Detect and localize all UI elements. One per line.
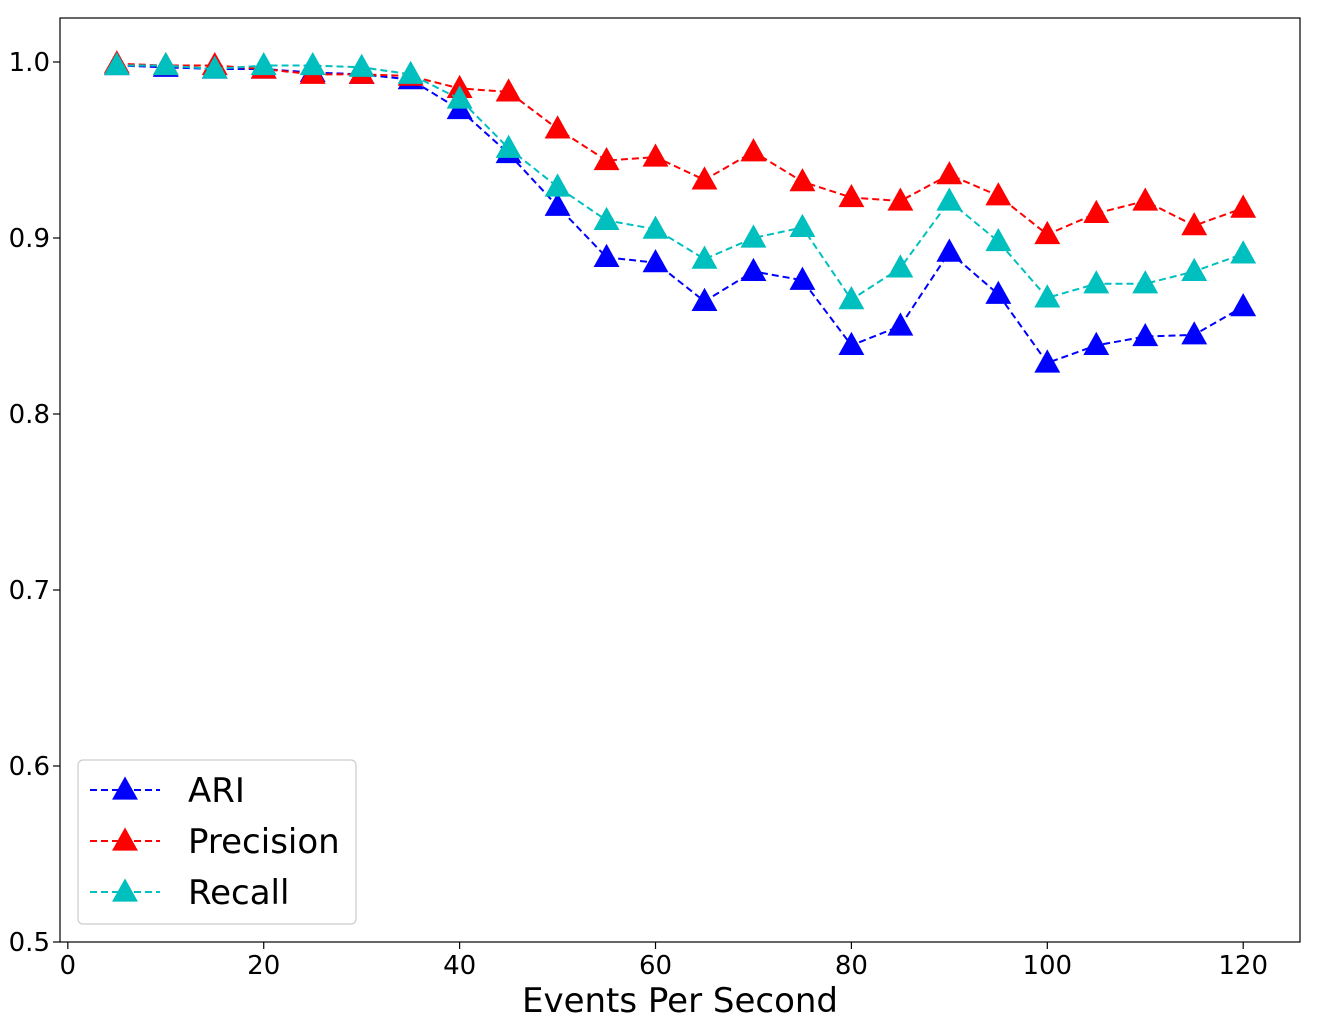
- data-point-recall: [740, 224, 767, 248]
- data-point-precision: [1034, 220, 1061, 245]
- data-point-recall: [936, 187, 963, 211]
- series-line-precision: [116, 62, 1244, 236]
- data-point-recall: [642, 215, 669, 239]
- series-line-recall: [116, 64, 1244, 301]
- data-point-recall: [1083, 270, 1110, 294]
- data-point-ari: [936, 238, 963, 262]
- x-tick-label: 120: [1218, 951, 1268, 981]
- data-point-precision: [1083, 199, 1110, 223]
- data-point-ari: [544, 192, 571, 216]
- data-point-ari: [1083, 331, 1110, 355]
- data-point-precision: [838, 183, 865, 208]
- data-point-recall: [838, 286, 865, 310]
- data-point-recall: [397, 60, 424, 84]
- axes: 0 20 40 60 80 100 120 0.5 0.6 0.7 0.8 0.9 1.0: [9, 17, 1301, 981]
- data-point-recall: [887, 254, 914, 278]
- data-point-ari: [1181, 321, 1208, 345]
- data-point-recall: [985, 227, 1012, 252]
- data-point-ari: [642, 249, 669, 273]
- data-point-recall: [348, 53, 375, 77]
- data-point-recall: [593, 206, 620, 231]
- data-point-precision: [593, 146, 620, 171]
- data-point-precision: [1230, 194, 1257, 218]
- data-point-recall: [201, 55, 228, 79]
- legend-label-precision: Precision: [188, 822, 340, 862]
- data-point-recall: [691, 245, 718, 269]
- plot-area: [103, 50, 1257, 373]
- y-tick-label: 0.9: [9, 224, 50, 254]
- data-point-recall: [103, 51, 130, 76]
- data-point-recall: [250, 51, 277, 76]
- y-tick-label: 0.6: [9, 752, 50, 782]
- legend-box: [77, 759, 357, 925]
- x-axis-label: Events Per Second: [522, 981, 838, 1021]
- data-point-precision: [740, 138, 767, 162]
- data-point-precision: [1181, 212, 1208, 236]
- data-point-precision: [887, 187, 914, 211]
- x-tick-label: 40: [443, 951, 476, 981]
- data-point-recall: [1230, 240, 1257, 264]
- data-point-ari: [887, 312, 914, 336]
- data-point-ari: [593, 243, 620, 267]
- data-point-recall: [446, 85, 473, 109]
- x-tick-label: 0: [60, 951, 77, 981]
- x-tick-label: 60: [639, 951, 672, 981]
- data-point-recall: [299, 51, 326, 76]
- data-point-ari: [691, 287, 718, 311]
- series-line-ari: [116, 64, 1244, 365]
- data-point-ari: [838, 331, 865, 355]
- data-point-recall: [495, 134, 522, 158]
- data-point-ari: [740, 257, 767, 282]
- data-point-recall: [544, 173, 571, 197]
- data-point-precision: [789, 168, 816, 192]
- y-tick-label: 1.0: [9, 48, 50, 78]
- data-point-precision: [495, 78, 522, 102]
- data-point-precision: [691, 166, 718, 190]
- data-point-ari: [1132, 322, 1159, 347]
- y-tick-label: 0.7: [9, 576, 50, 606]
- x-tick-label: 20: [247, 951, 280, 981]
- y-tick-label: 0.8: [9, 400, 50, 430]
- data-point-ari: [1230, 293, 1257, 317]
- data-point-ari: [1034, 349, 1061, 373]
- data-point-precision: [985, 182, 1012, 206]
- data-point-precision: [1132, 187, 1159, 211]
- x-tick-label: 100: [1022, 951, 1072, 981]
- x-tick-label: 80: [835, 951, 868, 981]
- legend-marker-ari: [112, 776, 138, 800]
- data-point-recall: [1132, 270, 1159, 294]
- data-point-precision: [936, 161, 963, 185]
- data-point-recall: [1181, 257, 1208, 282]
- data-point-ari: [789, 266, 816, 290]
- legend-marker-precision: [112, 827, 138, 851]
- legend-marker-recall: [112, 878, 138, 902]
- data-point-precision: [642, 143, 669, 167]
- data-point-precision: [544, 115, 571, 139]
- data-point-recall: [1034, 284, 1061, 308]
- y-tick-label: 0.5: [9, 928, 50, 958]
- data-point-recall: [152, 51, 179, 76]
- legend: ARI Precision Recall: [77, 759, 357, 925]
- data-point-recall: [789, 213, 816, 238]
- legend-label-ari: ARI: [188, 771, 245, 811]
- data-point-ari: [985, 280, 1012, 304]
- plot-frame: [59, 17, 1301, 943]
- legend-label-recall: Recall: [188, 873, 289, 913]
